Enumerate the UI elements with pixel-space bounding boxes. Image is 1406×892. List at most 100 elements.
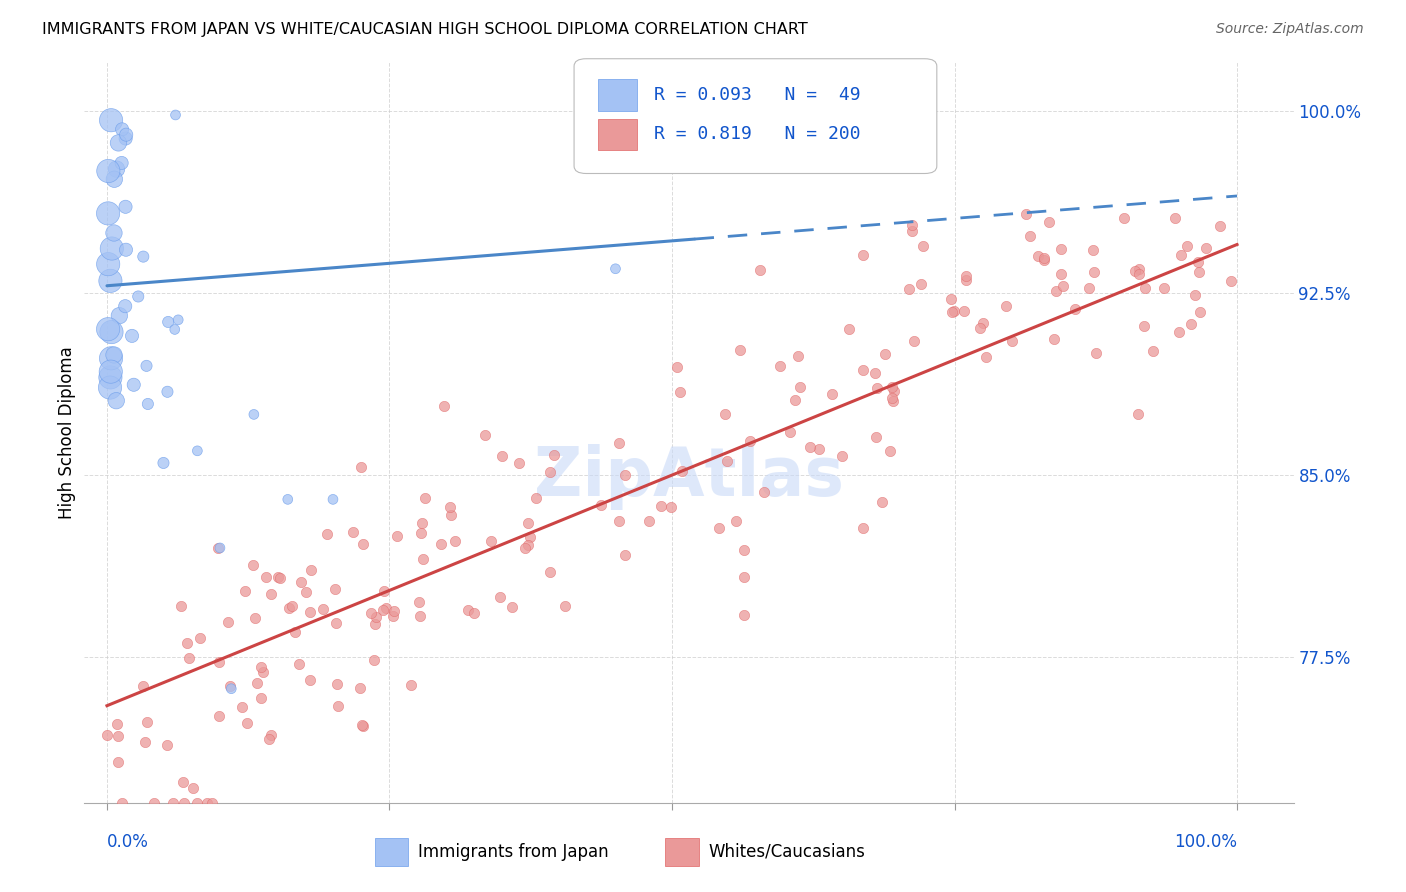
Point bbox=[100, 274, 122, 288]
Point bbox=[257, 732, 280, 747]
Point bbox=[342, 525, 364, 540]
Point bbox=[1209, 219, 1232, 233]
Point bbox=[707, 521, 730, 535]
Point bbox=[299, 673, 322, 688]
Point bbox=[172, 775, 194, 789]
Point bbox=[650, 499, 672, 513]
Point bbox=[250, 660, 273, 674]
Point bbox=[97, 206, 120, 220]
Text: Source: ZipAtlas.com: Source: ZipAtlas.com bbox=[1216, 22, 1364, 37]
Point bbox=[195, 796, 218, 810]
Point bbox=[1175, 239, 1198, 253]
Point bbox=[852, 363, 875, 377]
Point bbox=[100, 325, 122, 339]
Point bbox=[312, 602, 335, 616]
Point bbox=[787, 349, 810, 363]
Point bbox=[156, 384, 179, 399]
Point bbox=[188, 632, 211, 646]
Point bbox=[250, 691, 273, 706]
Point bbox=[121, 329, 143, 343]
Point bbox=[127, 289, 149, 303]
Point bbox=[903, 334, 925, 348]
Point bbox=[299, 606, 322, 620]
Point bbox=[162, 796, 184, 810]
Point bbox=[103, 172, 125, 186]
Point bbox=[589, 499, 612, 513]
Point bbox=[524, 491, 547, 506]
Text: 0.0%: 0.0% bbox=[107, 833, 149, 851]
Point bbox=[242, 558, 264, 572]
Point bbox=[287, 657, 309, 671]
Point bbox=[219, 679, 242, 693]
Point bbox=[785, 393, 807, 408]
Point bbox=[384, 604, 406, 618]
Point bbox=[974, 350, 997, 364]
Point bbox=[716, 454, 738, 468]
Point bbox=[385, 529, 408, 543]
FancyBboxPatch shape bbox=[665, 838, 699, 866]
Point bbox=[100, 113, 122, 128]
Point bbox=[1187, 255, 1209, 269]
Point bbox=[364, 610, 387, 624]
Point bbox=[412, 551, 434, 566]
Point bbox=[111, 122, 134, 136]
Point bbox=[167, 313, 190, 327]
Y-axis label: High School Diploma: High School Diploma bbox=[58, 346, 76, 519]
Point bbox=[941, 305, 963, 319]
Point bbox=[969, 321, 991, 335]
Point bbox=[152, 456, 174, 470]
Point bbox=[1081, 243, 1104, 257]
Point bbox=[401, 678, 423, 692]
Point bbox=[463, 606, 485, 620]
Point bbox=[108, 309, 131, 323]
Text: Whites/Caucasians: Whites/Caucasians bbox=[709, 843, 865, 861]
Text: ZipAtlas: ZipAtlas bbox=[534, 444, 844, 510]
Point bbox=[1142, 343, 1164, 358]
Point bbox=[260, 728, 283, 742]
Point bbox=[103, 348, 125, 362]
Point bbox=[955, 268, 977, 283]
Point bbox=[852, 521, 875, 535]
Point bbox=[1001, 334, 1024, 349]
Point bbox=[799, 440, 821, 454]
Point bbox=[457, 603, 479, 617]
Point bbox=[519, 530, 541, 544]
Point bbox=[501, 599, 523, 614]
Point bbox=[821, 387, 844, 401]
Text: R = 0.093   N =  49: R = 0.093 N = 49 bbox=[654, 86, 860, 104]
Point bbox=[538, 566, 561, 580]
Point bbox=[439, 500, 461, 514]
Point bbox=[1184, 288, 1206, 302]
Point bbox=[789, 380, 811, 394]
Point bbox=[1078, 281, 1101, 295]
Point bbox=[1170, 248, 1192, 262]
Point bbox=[807, 442, 830, 456]
Point bbox=[1168, 325, 1191, 339]
Point bbox=[1153, 281, 1175, 295]
Point bbox=[1052, 278, 1074, 293]
Point bbox=[278, 601, 301, 615]
Point bbox=[1014, 206, 1036, 220]
Point bbox=[143, 796, 166, 810]
Point bbox=[430, 537, 453, 551]
Point bbox=[538, 466, 561, 480]
Point bbox=[879, 444, 901, 458]
Point bbox=[277, 492, 299, 507]
Point bbox=[105, 162, 128, 177]
Point bbox=[714, 408, 737, 422]
Point bbox=[105, 393, 128, 408]
Point bbox=[882, 394, 904, 409]
Point bbox=[114, 200, 136, 214]
Point bbox=[769, 359, 792, 373]
Point bbox=[433, 399, 456, 413]
Point bbox=[186, 796, 208, 810]
Point bbox=[97, 164, 120, 178]
Point bbox=[290, 574, 312, 589]
Point bbox=[186, 443, 208, 458]
Point bbox=[409, 608, 432, 623]
Point bbox=[668, 385, 690, 400]
Point bbox=[1188, 265, 1211, 279]
Point bbox=[408, 595, 430, 609]
Point bbox=[852, 248, 875, 262]
Point bbox=[1128, 268, 1150, 282]
